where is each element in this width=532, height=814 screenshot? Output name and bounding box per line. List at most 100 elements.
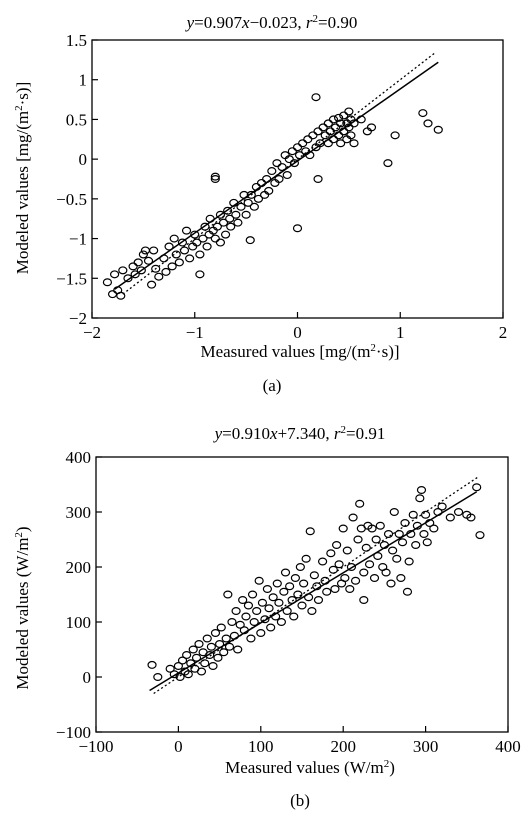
y-tick-label: −1	[69, 230, 87, 249]
panel-b-plot: −100 0 100 200 300 400 −100 0 100 200 300 400	[56, 448, 521, 756]
data-point	[371, 535, 381, 544]
data-point	[151, 264, 161, 273]
data-point	[110, 270, 120, 279]
data-point	[338, 524, 348, 533]
data-point	[249, 202, 259, 211]
data-point	[389, 508, 399, 517]
data-point	[287, 147, 297, 156]
data-point	[180, 667, 190, 676]
x-tick-label: 1	[396, 323, 405, 342]
data-point	[421, 510, 431, 519]
data-point	[177, 656, 188, 665]
data-point	[174, 258, 184, 267]
data-point	[190, 230, 200, 239]
data-point	[185, 254, 195, 263]
data-point	[215, 238, 226, 247]
data-point	[271, 612, 281, 621]
data-point	[208, 661, 218, 670]
data-point	[239, 190, 249, 199]
data-point	[147, 660, 157, 669]
data-point	[138, 250, 148, 259]
data-point	[247, 590, 258, 599]
data-point	[328, 135, 339, 144]
data-point	[128, 262, 138, 271]
y-tick-label: −1.5	[56, 269, 87, 288]
data-point	[346, 115, 356, 124]
y-tick-label: 200	[66, 558, 92, 577]
data-point	[246, 634, 256, 643]
data-point	[235, 620, 245, 629]
x-tick-label: −100	[78, 737, 113, 756]
data-point	[293, 590, 303, 599]
data-point	[348, 513, 358, 522]
data-point	[422, 538, 432, 547]
data-point	[107, 290, 118, 299]
data-point	[303, 135, 313, 144]
data-point	[223, 206, 233, 215]
data-point	[350, 576, 361, 585]
data-point	[183, 670, 193, 679]
data-point	[182, 650, 192, 659]
data-point	[249, 617, 259, 626]
panel-a-plot: −2 −1 0 1 2 −2 −1.5 −1 −0.5 0 0.5 1 1.5	[56, 31, 507, 342]
data-point	[198, 234, 208, 243]
data-point	[210, 172, 220, 181]
data-point	[205, 650, 215, 659]
data-point	[340, 573, 350, 582]
data-point	[312, 582, 322, 591]
data-point	[364, 560, 375, 569]
data-point	[266, 623, 276, 632]
data-point	[453, 508, 464, 517]
data-point	[349, 139, 359, 148]
data-point	[233, 645, 243, 654]
x-tick-label: 0	[293, 323, 302, 342]
data-point	[279, 587, 289, 596]
data-point	[231, 210, 241, 219]
data-point	[173, 661, 183, 670]
data-point	[102, 278, 113, 287]
data-point	[143, 256, 154, 265]
data-point	[305, 527, 315, 536]
y-tick-label: 0	[83, 668, 92, 687]
data-point	[344, 123, 354, 132]
data-point	[394, 529, 404, 538]
data-point	[195, 270, 205, 279]
data-point	[356, 115, 366, 124]
panel-a-equation: y=0.907x−0.023, r2=0.90	[185, 13, 358, 32]
data-point	[353, 535, 363, 544]
data-point	[342, 546, 352, 555]
data-point	[251, 182, 261, 191]
y-tick-label: 0	[79, 150, 88, 169]
data-point	[390, 131, 400, 140]
data-point	[188, 645, 198, 654]
data-point	[379, 540, 389, 549]
data-point	[411, 540, 421, 549]
data-point	[298, 139, 308, 148]
panel-a: y=0.907x−0.023, r2=0.90 −2 −1 0 1 2−2−1.5−1−…	[13, 13, 507, 395]
data-point	[153, 672, 163, 681]
data-point	[383, 529, 394, 538]
data-point	[268, 593, 278, 602]
data-point	[307, 606, 317, 615]
data-point	[412, 521, 422, 530]
data-point	[260, 615, 270, 624]
data-point	[276, 617, 286, 626]
panel-b-caption: (b)	[290, 791, 310, 810]
data-point	[346, 131, 356, 140]
data-point	[219, 648, 229, 657]
data-point	[146, 280, 157, 289]
panel-b: y=0.910x+7.340, r2=0.91 −100 0 100 200 300 40…	[13, 424, 521, 810]
data-point	[285, 582, 295, 591]
y-tick-label: 100	[66, 613, 92, 632]
data-point	[169, 234, 179, 243]
data-point	[229, 631, 240, 640]
data-point	[369, 573, 380, 582]
data-point	[257, 598, 268, 607]
data-point	[200, 659, 210, 668]
data-point	[267, 167, 277, 176]
data-point	[313, 595, 324, 604]
data-point	[284, 155, 294, 164]
data-point	[289, 159, 300, 168]
data-point	[238, 595, 248, 604]
data-point	[383, 159, 393, 168]
